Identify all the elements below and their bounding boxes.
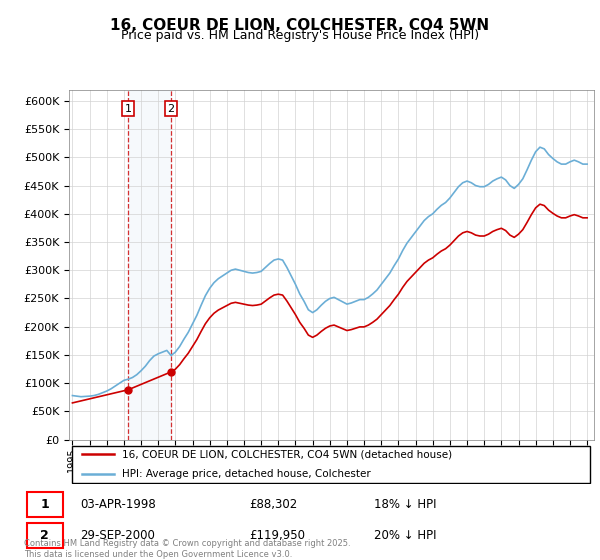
FancyBboxPatch shape (27, 522, 64, 548)
Text: 1: 1 (40, 498, 49, 511)
Text: 20% ↓ HPI: 20% ↓ HPI (374, 529, 436, 542)
Text: £119,950: £119,950 (250, 529, 305, 542)
Text: Price paid vs. HM Land Registry's House Price Index (HPI): Price paid vs. HM Land Registry's House … (121, 29, 479, 42)
Bar (128, 90, 171, 440)
Text: HPI: Average price, detached house, Colchester: HPI: Average price, detached house, Colc… (121, 469, 370, 479)
Text: Contains HM Land Registry data © Crown copyright and database right 2025.
This d: Contains HM Land Registry data © Crown c… (24, 539, 350, 559)
FancyBboxPatch shape (27, 492, 64, 517)
Text: 18% ↓ HPI: 18% ↓ HPI (374, 498, 436, 511)
Text: 2: 2 (167, 104, 175, 114)
FancyBboxPatch shape (71, 446, 590, 483)
Text: 16, COEUR DE LION, COLCHESTER, CO4 5WN (detached house): 16, COEUR DE LION, COLCHESTER, CO4 5WN (… (121, 449, 452, 459)
Text: 29-SEP-2000: 29-SEP-2000 (80, 529, 155, 542)
Text: 03-APR-1998: 03-APR-1998 (80, 498, 156, 511)
Text: £88,302: £88,302 (250, 498, 298, 511)
Text: 1: 1 (125, 104, 131, 114)
Text: 16, COEUR DE LION, COLCHESTER, CO4 5WN: 16, COEUR DE LION, COLCHESTER, CO4 5WN (110, 18, 490, 33)
Text: 2: 2 (40, 529, 49, 542)
